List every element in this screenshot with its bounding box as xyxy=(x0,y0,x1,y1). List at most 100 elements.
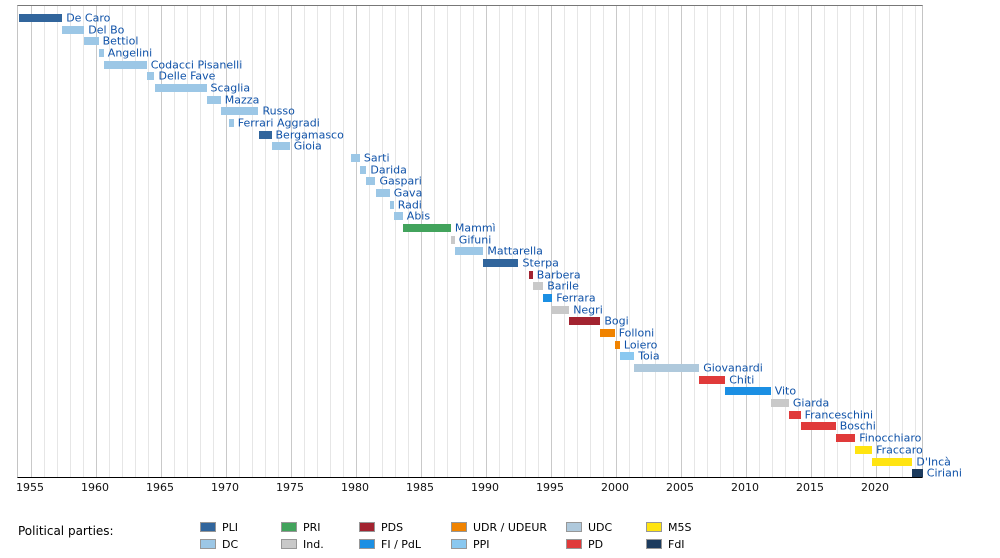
minister-name[interactable]: Gaspari xyxy=(379,174,422,188)
legend: PLI PRI PDS UDR / UDEUR UDC M5S DC Ind. FI / PdL… xyxy=(0,521,1000,558)
minister-name[interactable]: Gava xyxy=(393,186,423,200)
gridline xyxy=(148,6,149,477)
gridline xyxy=(31,6,32,477)
gridline xyxy=(96,6,97,477)
term-bar xyxy=(835,434,856,443)
gridline xyxy=(538,6,539,477)
minister-name[interactable]: Del Bo xyxy=(88,23,125,37)
legend-item-pds: PDS xyxy=(359,521,403,534)
gridline xyxy=(772,6,773,477)
gridline xyxy=(811,6,812,477)
minister-name[interactable]: Sterpa xyxy=(522,256,559,270)
gridline xyxy=(200,6,201,477)
minister-name[interactable]: Loiero xyxy=(623,338,658,352)
minister-name[interactable]: D'Incà xyxy=(916,455,951,468)
minister-name[interactable]: Bogi xyxy=(604,314,629,328)
gridline xyxy=(512,6,513,477)
gridline xyxy=(499,6,500,477)
axis-tick-label: 2020 xyxy=(861,481,889,494)
legend-swatch xyxy=(200,522,216,532)
axis-tick-label: 1955 xyxy=(16,481,44,494)
gridline xyxy=(330,6,331,477)
gridline xyxy=(668,6,669,477)
minister-name[interactable]: Giarda xyxy=(792,396,830,410)
minister-name[interactable]: Delle Fave xyxy=(158,69,216,83)
minister-name[interactable]: Giovanardi xyxy=(703,361,763,375)
legend-swatch xyxy=(281,522,297,532)
term-bar xyxy=(543,294,553,303)
axis-tick-label: 1990 xyxy=(471,481,499,494)
minister-name[interactable]: Negri xyxy=(573,303,603,317)
legend-swatch xyxy=(451,539,467,549)
term-bar xyxy=(271,142,290,151)
legend-label: Ind. xyxy=(303,537,324,551)
gridline xyxy=(681,6,682,477)
gridline xyxy=(707,6,708,477)
minister-name[interactable]: Ferrara xyxy=(556,291,596,305)
minister-name[interactable]: Mazza xyxy=(224,93,260,107)
gridline xyxy=(83,6,84,477)
gridline xyxy=(252,6,253,477)
gridline xyxy=(642,6,643,477)
minister-name[interactable]: Barbera xyxy=(536,268,581,282)
legend-swatch xyxy=(451,522,467,532)
minister-name[interactable]: Franceschini xyxy=(804,408,874,422)
minister-name[interactable]: Ferrari Aggradi xyxy=(237,116,320,130)
term-bar xyxy=(788,410,801,419)
minister-name[interactable]: Mattarella xyxy=(487,244,543,258)
minister-name[interactable]: Ciriani xyxy=(926,466,962,480)
minister-name[interactable]: Radi xyxy=(397,198,422,212)
minister-name[interactable]: De Caro xyxy=(66,11,111,25)
legend-swatch xyxy=(359,539,375,549)
legend-item-pli: PLI xyxy=(200,521,238,534)
minister-name[interactable]: Angelini xyxy=(107,46,153,60)
gridline xyxy=(590,6,591,477)
term-bar xyxy=(770,399,789,408)
minister-name[interactable]: Abis xyxy=(406,209,431,223)
minister-name[interactable]: Darida xyxy=(370,163,407,177)
term-bar xyxy=(725,387,771,396)
gridline xyxy=(356,6,357,477)
term-bar xyxy=(699,375,726,384)
axis-tick-label: 1970 xyxy=(211,481,239,494)
term-bar xyxy=(402,224,451,233)
minister-name[interactable]: Codacci Pisanelli xyxy=(150,58,243,72)
gridline xyxy=(135,6,136,477)
gridline xyxy=(213,6,214,477)
minister-name[interactable]: Mammì xyxy=(454,221,496,235)
minister-name[interactable]: Russo xyxy=(262,104,295,118)
axis-tick-label: 1975 xyxy=(276,481,304,494)
term-bar xyxy=(154,84,207,92)
minister-name[interactable]: Barile xyxy=(547,279,579,293)
legend-item-dc: DC xyxy=(200,538,238,551)
gridline xyxy=(850,6,851,477)
minister-name[interactable]: Toia xyxy=(638,349,660,363)
minister-name[interactable]: Chiti xyxy=(729,373,755,387)
minister-name[interactable]: Boschi xyxy=(839,419,876,433)
minister-name[interactable]: Gioia xyxy=(293,139,322,153)
minister-name[interactable]: Fraccaro xyxy=(876,443,923,457)
minister-name[interactable]: Bergamasco xyxy=(275,128,344,142)
minister-name[interactable]: Gifuni xyxy=(458,233,492,247)
gridline xyxy=(577,6,578,477)
minister-name[interactable]: Sarti xyxy=(363,151,390,165)
term-bar xyxy=(389,200,394,209)
gridline xyxy=(122,6,123,477)
legend-title: Political parties: xyxy=(18,524,114,538)
term-bar xyxy=(62,25,85,34)
minister-name[interactable]: Bettiol xyxy=(102,34,139,48)
legend-swatch xyxy=(200,539,216,549)
term-bar xyxy=(600,329,615,338)
minister-name[interactable]: Folloni xyxy=(618,326,655,340)
minister-name[interactable]: Scaglia xyxy=(210,81,251,95)
term-bar xyxy=(614,340,620,349)
minister-name[interactable]: Vito xyxy=(774,384,797,398)
term-bar xyxy=(206,95,221,104)
legend-item-ppi: PPI xyxy=(451,538,490,551)
gridline xyxy=(655,6,656,477)
gridline xyxy=(746,6,747,477)
gridline xyxy=(902,6,903,477)
minister-name[interactable]: Finocchiaro xyxy=(859,431,922,445)
term-bar xyxy=(220,107,259,116)
